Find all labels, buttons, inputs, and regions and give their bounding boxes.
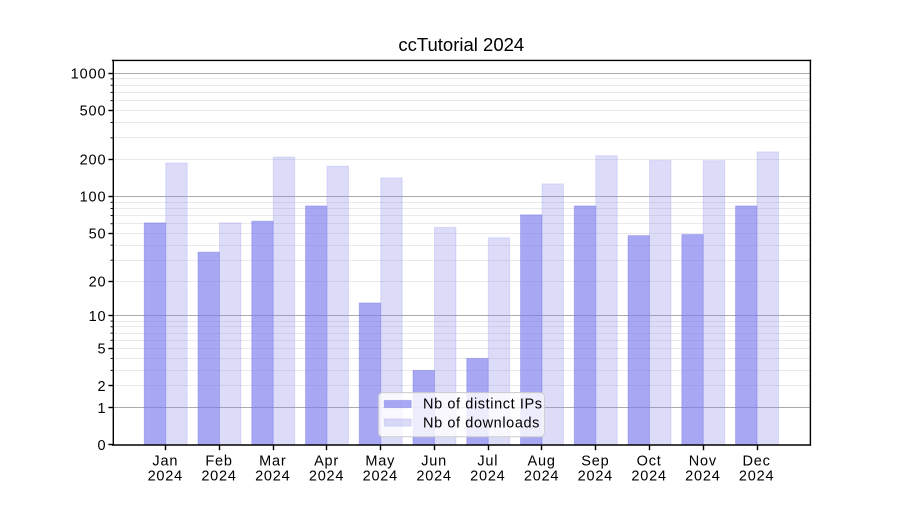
svg-text:Jan: Jan	[152, 453, 178, 469]
svg-text:Jul: Jul	[477, 453, 498, 469]
svg-text:100: 100	[80, 190, 107, 206]
svg-text:ccTutorial 2024: ccTutorial 2024	[398, 34, 524, 55]
svg-text:10: 10	[89, 309, 107, 325]
svg-text:Mar: Mar	[259, 453, 286, 469]
svg-text:5: 5	[98, 342, 107, 358]
svg-text:May: May	[365, 453, 395, 469]
svg-text:2024: 2024	[470, 468, 505, 484]
svg-text:2024: 2024	[201, 468, 236, 484]
svg-text:2024: 2024	[631, 468, 666, 484]
svg-text:2: 2	[98, 379, 107, 395]
svg-text:Nb of downloads: Nb of downloads	[423, 415, 540, 431]
svg-text:1: 1	[98, 401, 107, 417]
svg-text:20: 20	[89, 274, 107, 290]
svg-text:2024: 2024	[578, 468, 613, 484]
svg-text:Jun: Jun	[421, 453, 447, 469]
svg-text:2024: 2024	[524, 468, 559, 484]
svg-text:Nov: Nov	[689, 453, 717, 469]
svg-text:2024: 2024	[255, 468, 290, 484]
svg-text:200: 200	[80, 153, 107, 169]
svg-text:Feb: Feb	[205, 453, 232, 469]
svg-text:0: 0	[98, 438, 107, 454]
svg-text:2024: 2024	[685, 468, 720, 484]
svg-text:Aug: Aug	[527, 453, 555, 469]
svg-text:2024: 2024	[363, 468, 398, 484]
svg-text:2024: 2024	[309, 468, 344, 484]
svg-text:500: 500	[80, 104, 107, 120]
svg-text:1000: 1000	[71, 66, 107, 82]
svg-text:2024: 2024	[739, 468, 774, 484]
svg-text:Dec: Dec	[743, 453, 771, 469]
svg-text:50: 50	[89, 227, 107, 243]
svg-text:2024: 2024	[416, 468, 451, 484]
svg-text:Sep: Sep	[581, 453, 609, 469]
svg-text:Nb of distinct IPs: Nb of distinct IPs	[423, 397, 543, 413]
svg-text:2024: 2024	[148, 468, 183, 484]
svg-text:Apr: Apr	[314, 453, 339, 469]
svg-text:Oct: Oct	[637, 453, 662, 469]
